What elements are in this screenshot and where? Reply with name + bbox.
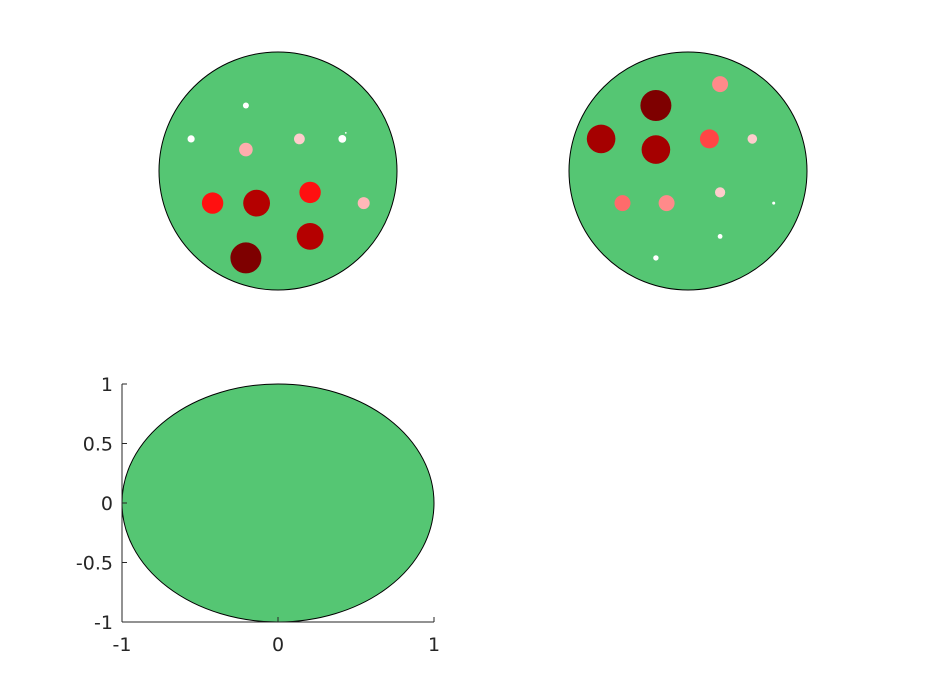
x-tick-label: -1: [113, 634, 132, 656]
data-point: [586, 124, 616, 154]
data-point: [641, 135, 671, 164]
disc-plot-bottom-left: 1 0.5 0 -0.5 -1 -1 0 1: [76, 374, 440, 656]
x-tick-label: 1: [428, 634, 440, 656]
data-point: [715, 187, 726, 198]
x-axis-ticks: -1 0 1: [113, 617, 440, 656]
data-point: [640, 90, 672, 121]
disc-background: [158, 51, 398, 291]
y-tick-label: -0.5: [76, 553, 113, 575]
data-point: [201, 192, 224, 214]
disc-background: [568, 51, 808, 291]
data-point: [699, 129, 719, 149]
data-point: [296, 223, 324, 250]
marker-group: [187, 102, 370, 274]
y-tick-label: 0.5: [83, 434, 113, 456]
data-point: [344, 132, 347, 134]
data-point: [242, 102, 249, 109]
data-point: [243, 189, 270, 217]
y-tick-label: 0: [101, 493, 113, 515]
data-point: [299, 181, 321, 204]
data-point: [187, 135, 195, 143]
y-tick-label: -1: [94, 612, 113, 634]
data-point: [338, 135, 347, 143]
data-point: [614, 195, 631, 212]
data-point: [230, 242, 262, 274]
data-point: [653, 255, 659, 261]
data-point: [717, 234, 723, 239]
disc-plot-top-right: [568, 51, 808, 291]
data-point: [658, 195, 675, 212]
marker-group: [586, 76, 776, 261]
data-point: [294, 133, 305, 145]
disc-background: [121, 383, 435, 623]
data-point: [239, 142, 253, 157]
data-point: [712, 76, 729, 93]
data-point: [747, 134, 758, 144]
disc-plot-top-left: [158, 51, 398, 291]
data-point: [772, 201, 776, 205]
y-tick-label: 1: [101, 374, 113, 396]
y-axis-ticks: 1 0.5 0 -0.5 -1: [76, 374, 127, 634]
x-tick-label: 0: [272, 634, 284, 656]
data-point: [357, 197, 370, 210]
